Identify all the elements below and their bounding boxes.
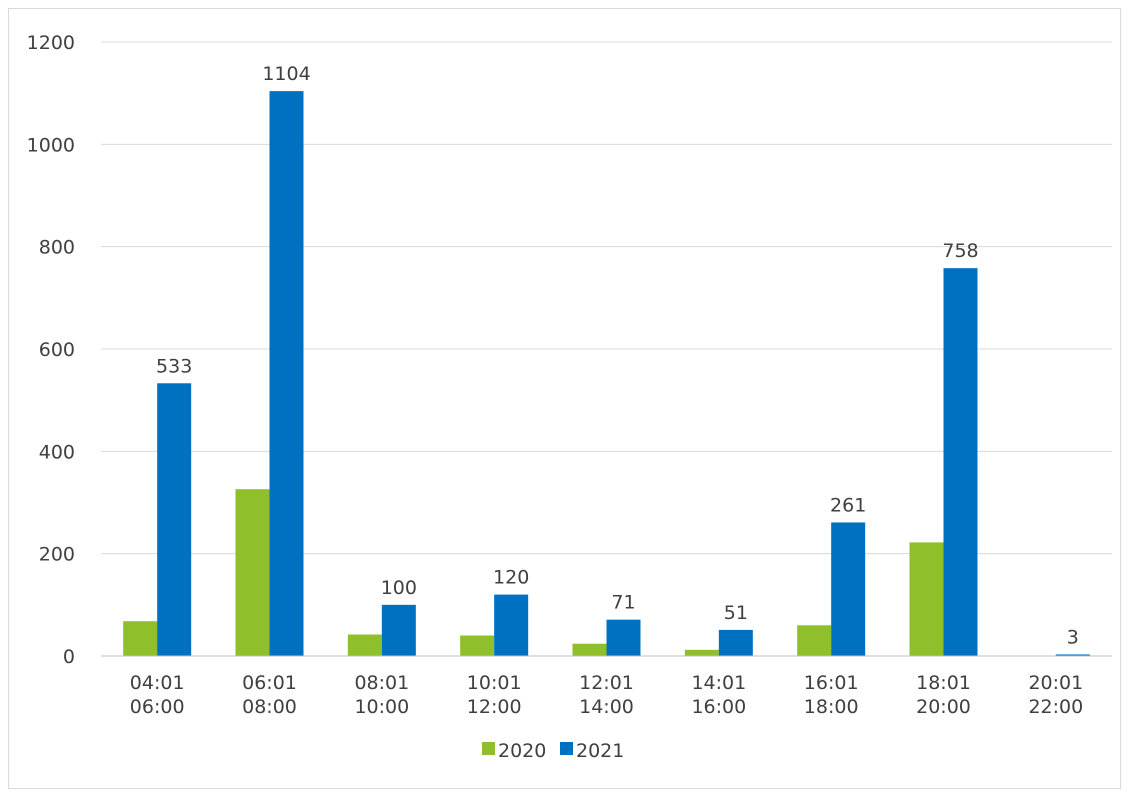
- legend-swatch-2020: [482, 742, 495, 755]
- data-label: 261: [830, 494, 866, 516]
- bar-2021-5: [718, 629, 753, 656]
- x-tick-label: 14:00: [579, 696, 634, 718]
- legend: 2020 2021: [482, 740, 624, 762]
- x-tick-label: 20:00: [916, 696, 971, 718]
- y-tick-label: 800: [39, 237, 75, 259]
- bars: [123, 91, 1090, 657]
- x-tick-label: 08:00: [242, 696, 297, 718]
- y-tick-label: 400: [39, 441, 75, 463]
- x-tick-label: 06:01: [242, 672, 297, 694]
- x-tick-label: 06:00: [130, 696, 185, 718]
- bar-2020-5: [684, 649, 719, 656]
- x-tick-label: 18:00: [804, 696, 859, 718]
- bar-2021-7: [943, 268, 978, 656]
- y-axis-ticks: 0 200 400 600 800 1000 1200: [27, 32, 75, 668]
- bar-2021-8: [1055, 654, 1090, 656]
- data-label: 51: [724, 602, 748, 624]
- chart-frame: 0 200 400 600 800 1000 1200 533 1104 100 120 71 51 2…: [8, 8, 1121, 789]
- data-label: 71: [611, 592, 635, 614]
- data-label: 120: [493, 567, 529, 589]
- bar-2020-0: [123, 621, 158, 656]
- x-tick-label: 16:01: [804, 672, 859, 694]
- y-tick-label: 1200: [27, 32, 75, 54]
- bar-2020-7: [909, 542, 944, 656]
- y-tick-label: 600: [39, 339, 75, 361]
- x-tick-label: 14:01: [691, 672, 746, 694]
- bar-2021-4: [606, 619, 641, 656]
- y-tick-label: 1000: [27, 134, 75, 156]
- bar-2021-3: [494, 594, 529, 656]
- x-tick-label: 08:01: [354, 672, 409, 694]
- data-label: 3: [1067, 626, 1079, 648]
- x-tick-label: 10:00: [354, 696, 409, 718]
- bar-2020-3: [460, 635, 495, 656]
- bar-2020-1: [235, 489, 270, 656]
- y-tick-label: 0: [63, 646, 75, 668]
- x-tick-label: 20:01: [1028, 672, 1083, 694]
- x-tick-label: 10:01: [467, 672, 522, 694]
- y-tick-label: 200: [39, 544, 75, 566]
- legend-swatch-2021: [560, 742, 573, 755]
- x-tick-label: 16:00: [691, 696, 746, 718]
- bar-chart: 0 200 400 600 800 1000 1200 533 1104 100 120 71 51 2…: [27, 32, 1112, 762]
- x-tick-label: 22:00: [1028, 696, 1083, 718]
- legend-label-2020: 2020: [498, 740, 546, 762]
- x-tick-label: 18:01: [916, 672, 971, 694]
- bar-2020-2: [347, 634, 382, 656]
- x-tick-label: 12:00: [467, 696, 522, 718]
- bar-2021-0: [157, 383, 192, 656]
- bar-2021-2: [381, 604, 416, 656]
- legend-label-2021: 2021: [576, 740, 624, 762]
- x-tick-label: 12:01: [579, 672, 634, 694]
- data-labels: 533 1104 100 120 71 51 261 758 3: [156, 63, 1079, 648]
- bar-2020-6: [797, 625, 832, 656]
- x-tick-label: 04:01: [130, 672, 185, 694]
- bar-2021-6: [831, 522, 866, 656]
- data-label: 1104: [262, 63, 310, 85]
- bar-2020-4: [572, 643, 607, 656]
- data-label: 533: [156, 355, 192, 377]
- data-label: 758: [942, 240, 978, 262]
- bar-2021-1: [269, 91, 304, 657]
- data-label: 100: [381, 577, 417, 599]
